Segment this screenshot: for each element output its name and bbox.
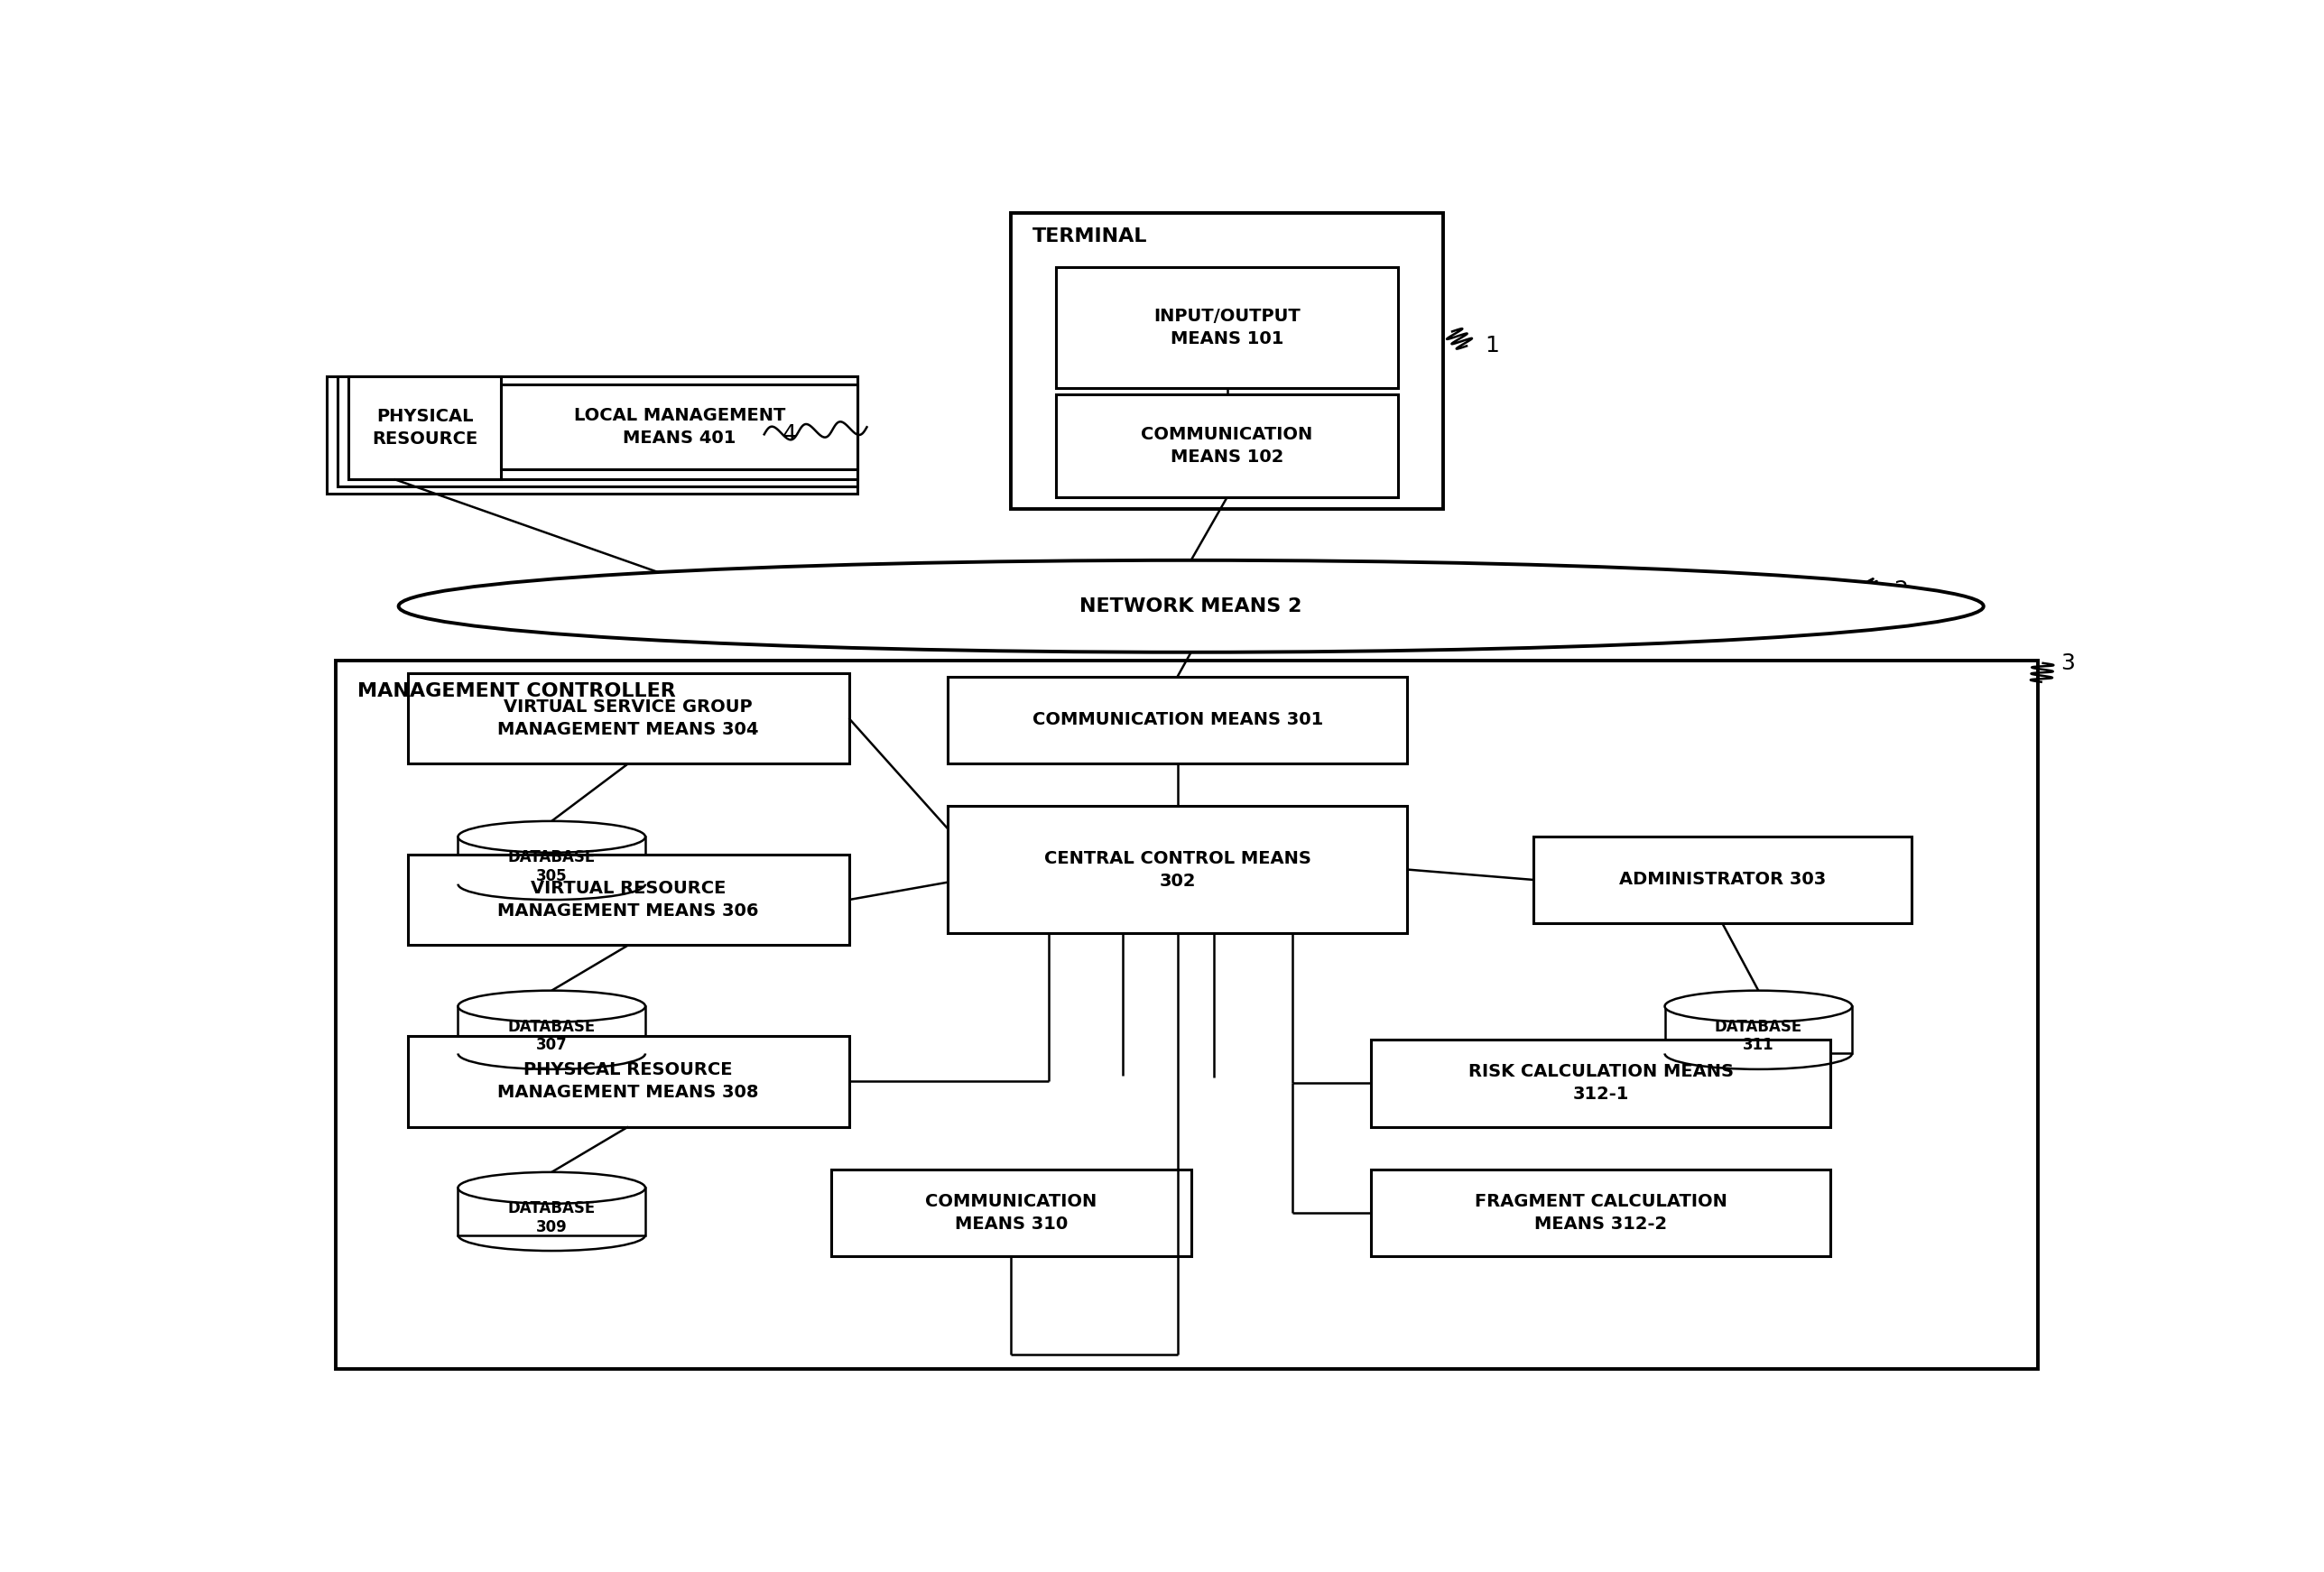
Text: CENTRAL CONTROL MEANS
302: CENTRAL CONTROL MEANS 302 [1043, 849, 1311, 890]
Text: INPUT/OUTPUT
MEANS 101: INPUT/OUTPUT MEANS 101 [1153, 308, 1301, 347]
Bar [1055, 267, 1399, 388]
Text: MANAGEMENT CONTROLLER: MANAGEMENT CONTROLLER [358, 682, 676, 701]
Text: COMMUNICATION
MEANS 310: COMMUNICATION MEANS 310 [925, 1193, 1097, 1232]
Bar [1371, 1170, 1831, 1256]
Bar [1055, 395, 1399, 497]
Text: RISK CALCULATION MEANS
312-1: RISK CALCULATION MEANS 312-1 [1469, 1063, 1734, 1104]
Text: DATABASE
305: DATABASE 305 [507, 849, 595, 883]
Text: DATABASE
311: DATABASE 311 [1715, 1019, 1803, 1053]
Ellipse shape [458, 821, 646, 852]
Text: 2: 2 [1894, 580, 1908, 602]
Bar [337, 376, 858, 486]
Ellipse shape [1664, 990, 1852, 1022]
Text: VIRTUAL SERVICE GROUP
MANAGEMENT MEANS 304: VIRTUAL SERVICE GROUP MANAGEMENT MEANS 3… [497, 698, 760, 739]
Text: NETWORK MEANS 2: NETWORK MEANS 2 [1081, 597, 1301, 615]
Text: PHYSICAL RESOURCE
MANAGEMENT MEANS 308: PHYSICAL RESOURCE MANAGEMENT MEANS 308 [497, 1061, 760, 1102]
Bar [407, 673, 848, 764]
Polygon shape [1664, 1006, 1852, 1053]
Text: TERMINAL: TERMINAL [1032, 228, 1148, 245]
Bar [407, 1036, 848, 1127]
Polygon shape [458, 1188, 646, 1236]
Ellipse shape [458, 1173, 646, 1204]
Bar [407, 855, 848, 945]
Ellipse shape [400, 560, 1985, 652]
Text: FRAGMENT CALCULATION
MEANS 312-2: FRAGMENT CALCULATION MEANS 312-2 [1473, 1193, 1727, 1232]
Bar [1534, 836, 1910, 923]
Text: LOCAL MANAGEMENT
MEANS 401: LOCAL MANAGEMENT MEANS 401 [574, 407, 786, 446]
Text: COMMUNICATION MEANS 301: COMMUNICATION MEANS 301 [1032, 712, 1322, 728]
Bar [325, 376, 858, 494]
Bar [948, 806, 1408, 934]
Text: DATABASE
309: DATABASE 309 [507, 1199, 595, 1236]
Bar [832, 1170, 1192, 1256]
Text: 4: 4 [783, 423, 797, 445]
Bar [948, 676, 1408, 764]
Text: COMMUNICATION
MEANS 102: COMMUNICATION MEANS 102 [1141, 426, 1313, 465]
Bar [335, 660, 2038, 1369]
Bar [349, 376, 502, 479]
Bar [349, 376, 858, 479]
Text: PHYSICAL
RESOURCE: PHYSICAL RESOURCE [372, 407, 479, 448]
Text: 3: 3 [2061, 652, 2075, 674]
Text: DATABASE
307: DATABASE 307 [507, 1019, 595, 1053]
Bar [1371, 1039, 1831, 1127]
Bar [502, 385, 858, 470]
Bar [1011, 212, 1443, 509]
Text: 1: 1 [1485, 335, 1499, 357]
Text: VIRTUAL RESOURCE
MANAGEMENT MEANS 306: VIRTUAL RESOURCE MANAGEMENT MEANS 306 [497, 880, 760, 920]
Text: ADMINISTRATOR 303: ADMINISTRATOR 303 [1620, 871, 1827, 888]
Ellipse shape [458, 990, 646, 1022]
Polygon shape [458, 1006, 646, 1053]
Polygon shape [458, 836, 646, 883]
